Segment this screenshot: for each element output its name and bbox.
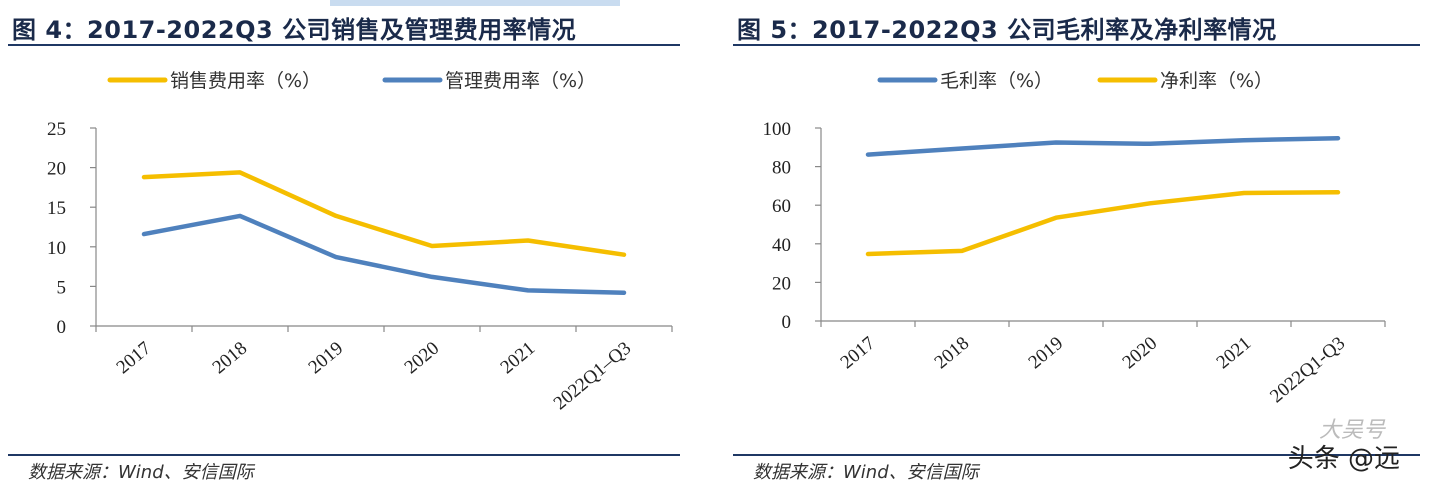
x-tick-label: 2018 bbox=[931, 333, 974, 374]
y-tick-label: 60 bbox=[772, 196, 791, 217]
watermark-text: 头条 @远 bbox=[1288, 438, 1400, 475]
series-line-1 bbox=[868, 138, 1338, 154]
x-tick-label: 2018 bbox=[209, 338, 252, 379]
series-line-2 bbox=[868, 192, 1338, 254]
y-tick-label: 0 bbox=[57, 317, 67, 338]
legend-label-2: 净利率（%） bbox=[1160, 70, 1273, 92]
x-tick-label: 2020 bbox=[1119, 333, 1162, 374]
series-line-1 bbox=[144, 172, 624, 254]
x-tick-label: 2017 bbox=[113, 338, 156, 379]
series-line-2 bbox=[144, 216, 624, 293]
x-tick-label: 2017 bbox=[837, 333, 880, 374]
x-tick-label: 2019 bbox=[305, 338, 348, 379]
left-source-note: 数据来源：Wind、安信国际 bbox=[28, 458, 254, 484]
y-tick-label: 5 bbox=[57, 277, 67, 298]
y-tick-label: 0 bbox=[782, 312, 792, 333]
y-tick-label: 20 bbox=[772, 273, 791, 294]
legend-label-1: 毛利率（%） bbox=[940, 70, 1053, 92]
y-tick-label: 10 bbox=[47, 238, 66, 259]
x-tick-label: 2021 bbox=[1213, 333, 1256, 374]
x-tick-label: 2019 bbox=[1025, 333, 1068, 374]
legend-label-2: 管理费用率（%） bbox=[445, 70, 596, 92]
y-tick-label: 25 bbox=[47, 119, 66, 140]
x-tick-label: 2020 bbox=[401, 338, 444, 379]
y-tick-label: 80 bbox=[772, 158, 791, 179]
y-tick-label: 20 bbox=[47, 159, 66, 180]
legend-label-1: 销售费用率（%） bbox=[170, 70, 321, 92]
left-source-rule bbox=[8, 454, 680, 456]
right-source-note: 数据来源：Wind、安信国际 bbox=[753, 458, 979, 484]
y-tick-label: 40 bbox=[772, 235, 791, 256]
x-tick-label: 2021 bbox=[497, 338, 540, 379]
x-tick-label: 2022Q1-Q3 bbox=[1266, 333, 1349, 407]
y-tick-label: 100 bbox=[763, 119, 792, 140]
x-tick-label: 2022Q1–Q3 bbox=[550, 338, 635, 414]
y-tick-label: 15 bbox=[47, 198, 66, 219]
